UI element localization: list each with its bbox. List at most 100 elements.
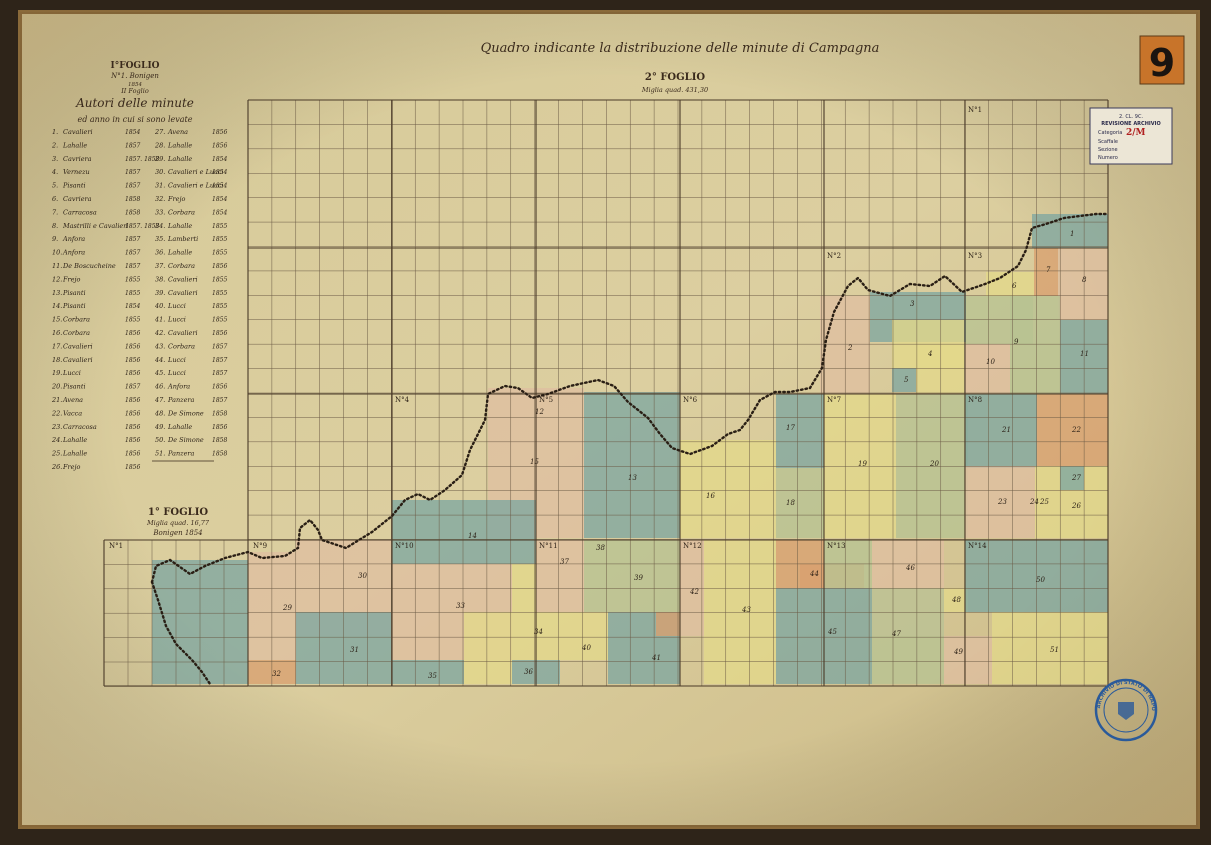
author-name: Corbara [168, 208, 195, 216]
author-year: 1856 [212, 424, 227, 431]
minute-cell [680, 540, 704, 636]
cell-number: 39 [634, 574, 643, 582]
author-number: 27. [154, 128, 165, 136]
foglio-1-subtitle: Miglia quad. 16,77 [146, 519, 210, 527]
cell-number: 8 [1082, 276, 1087, 284]
author-entry: 24. Lahalle 1856 [51, 436, 140, 444]
author-year: 1856 [125, 410, 140, 417]
author-name: Corbara [168, 342, 195, 350]
sheet-label: N°2 [827, 252, 841, 260]
cell-number: 21 [1001, 426, 1011, 434]
author-name: Pisanti [62, 289, 86, 297]
author-number: 21. [51, 396, 62, 404]
author-number: 44. [154, 356, 165, 364]
author-name: Lahalle [62, 141, 87, 149]
author-number: 20. [51, 383, 62, 391]
author-number: 19. [52, 369, 62, 377]
author-year: 1854 [212, 209, 227, 216]
minute-cells [152, 214, 1108, 684]
author-year: 1856 [125, 370, 140, 377]
author-entry: 4. Vernezu 1857 [51, 168, 140, 176]
author-year: 1855 [212, 303, 227, 310]
author-number: 32. [155, 195, 165, 203]
author-number: 42. [154, 329, 165, 337]
author-number: 4. [51, 168, 58, 176]
author-entry: 18. Cavalieri 1856 [52, 356, 140, 364]
author-number: 26. [51, 463, 62, 471]
author-entry: 25. Lahalle 1856 [51, 450, 140, 458]
author-entry: 49. Lahalle 1856 [154, 423, 227, 431]
author-name: Avena [167, 128, 188, 136]
minute-cell [296, 612, 392, 684]
cell-number: 4 [927, 350, 932, 358]
author-year: 1856 [125, 397, 140, 404]
author-year: 1855 [125, 290, 140, 297]
author-name: Cavalieri e Lucci [168, 182, 223, 190]
author-entry: 15. Corbara 1855 [52, 316, 140, 324]
cell-number: 18 [786, 499, 795, 507]
author-entry: 19. Lucci 1856 [52, 369, 140, 377]
author-year: 1855 [125, 276, 140, 283]
author-entry: 43. Corbara 1857 [154, 342, 227, 350]
plate-number-box [1139, 35, 1185, 85]
author-name: Frejo [167, 195, 185, 203]
sheet1-header-note: II Foglio [120, 87, 149, 95]
cell-number: 26 [1071, 502, 1081, 510]
author-number: 47. [154, 396, 165, 404]
author-year: 1854 [212, 196, 227, 203]
author-entry: 46. Anfora 1856 [154, 383, 227, 391]
minute-cell [392, 500, 536, 564]
minute-cell [392, 660, 464, 684]
cell-number: 43 [741, 606, 751, 614]
survey-grid [103, 99, 1109, 687]
author-name: Pisanti [62, 383, 86, 391]
cell-number: 34 [534, 628, 543, 636]
cell-number: 27 [1071, 474, 1081, 482]
sheet-label: N°10 [395, 542, 414, 550]
author-entry: 16. Corbara 1856 [52, 329, 140, 337]
cell-number: 10 [986, 358, 995, 366]
author-name: Cavalieri [63, 128, 93, 136]
minute-cell [776, 394, 824, 468]
cell-number: 47 [891, 630, 901, 638]
author-year: 1855 [212, 250, 227, 257]
author-entry: 51. Panzera 1858 [155, 450, 227, 458]
sheet-label: N°14 [968, 542, 987, 550]
author-name: Anfora [167, 383, 190, 391]
author-number: 25. [51, 450, 62, 458]
author-entry: 26. Frejo 1856 [51, 463, 140, 471]
stamp-line-numero: Numero [1098, 155, 1118, 161]
author-number: 1. [52, 128, 58, 136]
sheet-label: N°13 [827, 542, 846, 550]
cell-number: 23 [997, 498, 1007, 506]
author-entry: 50. De Simone 1858 [155, 436, 227, 444]
sheet-label: N°3 [968, 252, 982, 260]
author-name: Cavriera [63, 155, 92, 163]
author-name: Lahalle [167, 423, 192, 431]
author-year: 1858 [212, 437, 227, 444]
cell-number: 42 [689, 588, 699, 596]
author-number: 8. [52, 222, 58, 230]
author-name: Mastrilli e Cavalieri [62, 222, 128, 230]
author-entry: 29. Lahalle 1854 [154, 155, 227, 163]
cell-number: 17 [786, 424, 795, 432]
author-entry: 12. Frejo 1855 [52, 275, 140, 283]
author-number: 17. [52, 342, 62, 350]
author-name: Carracosa [63, 423, 97, 431]
author-number: 10. [52, 249, 62, 257]
author-number: 3. [52, 155, 58, 163]
author-year: 1857 [212, 370, 227, 377]
author-year: 1858 [125, 209, 140, 216]
minute-cell [1058, 248, 1108, 320]
author-number: 22. [51, 409, 62, 417]
author-name: De Simone [167, 436, 204, 444]
stamp-line-categoria: Categoria [1098, 130, 1122, 136]
author-number: 5. [52, 182, 58, 190]
minute-cell [584, 540, 680, 612]
author-number: 18. [52, 356, 62, 364]
sheet1-header-title: I°FOGLIO [110, 61, 159, 71]
author-year: 1856 [125, 330, 140, 337]
seal-shield-icon [1118, 702, 1134, 720]
author-entry: 33. Corbara 1854 [155, 208, 227, 216]
